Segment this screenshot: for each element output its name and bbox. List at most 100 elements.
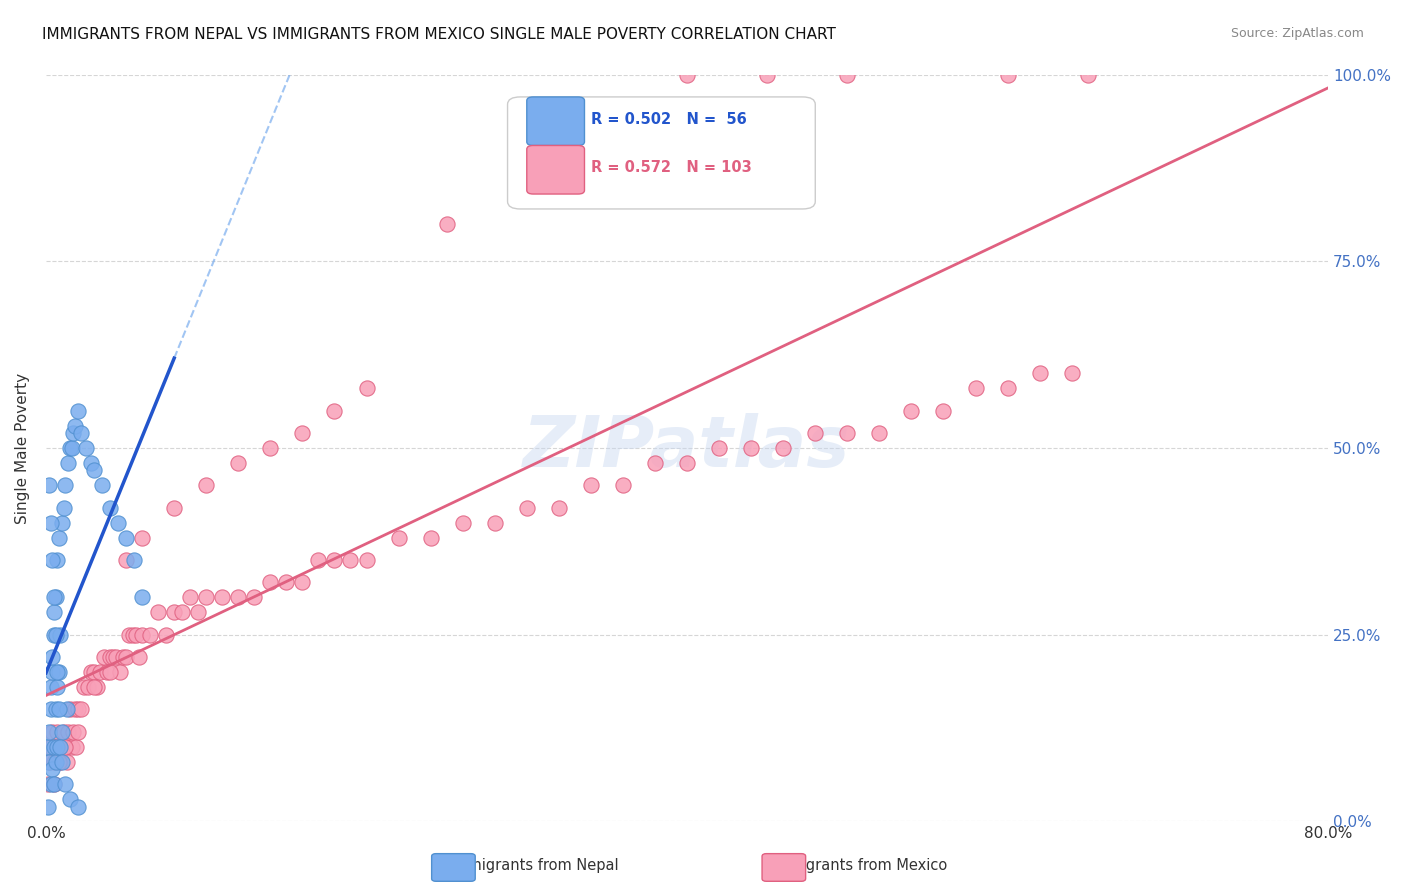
Text: ZIPatlas: ZIPatlas <box>523 414 851 483</box>
Point <box>516 179 538 194</box>
Point <box>83 463 105 477</box>
Point <box>91 478 114 492</box>
Point <box>837 68 859 82</box>
Point <box>997 68 1019 82</box>
Point <box>86 680 108 694</box>
Point <box>42 605 65 619</box>
Point <box>676 456 699 470</box>
Point <box>42 628 65 642</box>
Point <box>96 665 118 679</box>
Point <box>1028 366 1050 380</box>
Point <box>45 739 67 754</box>
Point <box>356 553 378 567</box>
Point <box>59 441 82 455</box>
Point <box>37 777 59 791</box>
Point <box>547 500 569 515</box>
Point <box>516 500 538 515</box>
Point <box>1077 68 1099 82</box>
Point <box>932 403 955 417</box>
Point <box>38 478 60 492</box>
Point <box>139 628 162 642</box>
Point <box>45 591 67 605</box>
Point <box>98 665 121 679</box>
Point <box>37 799 59 814</box>
Point <box>52 724 75 739</box>
Point <box>131 628 153 642</box>
Point <box>579 478 602 492</box>
Point <box>39 516 62 530</box>
Point <box>65 739 87 754</box>
Point <box>48 665 70 679</box>
Point <box>66 799 89 814</box>
Point <box>259 575 281 590</box>
Point <box>707 441 730 455</box>
Point <box>38 755 60 769</box>
Point <box>41 762 63 776</box>
Point <box>42 755 65 769</box>
Point <box>53 739 76 754</box>
Point <box>121 628 143 642</box>
Point <box>60 441 83 455</box>
Point <box>46 724 69 739</box>
Point <box>46 665 69 679</box>
Text: R = 0.572   N = 103: R = 0.572 N = 103 <box>591 161 752 176</box>
Point <box>42 777 65 791</box>
Point <box>41 650 63 665</box>
Point <box>51 755 73 769</box>
Point <box>60 739 83 754</box>
Point <box>63 702 86 716</box>
Point <box>45 702 67 716</box>
Point <box>226 456 249 470</box>
Point <box>46 680 69 694</box>
Y-axis label: Single Male Poverty: Single Male Poverty <box>15 373 30 524</box>
Point <box>41 724 63 739</box>
Point <box>56 755 79 769</box>
Point <box>48 755 70 769</box>
Point <box>98 650 121 665</box>
Point <box>107 516 129 530</box>
Point <box>226 591 249 605</box>
Point <box>42 739 65 754</box>
FancyBboxPatch shape <box>508 97 815 209</box>
Point <box>76 680 98 694</box>
Point <box>997 381 1019 395</box>
Point <box>387 531 409 545</box>
Point <box>45 628 67 642</box>
Text: Immigrants from Nepal: Immigrants from Nepal <box>450 858 619 872</box>
Point <box>868 425 890 440</box>
Point <box>756 68 779 82</box>
Text: R = 0.502   N =  56: R = 0.502 N = 56 <box>591 112 747 127</box>
Point <box>965 381 987 395</box>
Point <box>155 628 177 642</box>
Point <box>740 441 762 455</box>
Point <box>276 575 298 590</box>
Point <box>53 478 76 492</box>
Point <box>837 425 859 440</box>
Point <box>172 605 194 619</box>
Point <box>772 441 794 455</box>
Point <box>1060 366 1083 380</box>
Point <box>49 739 72 754</box>
Point <box>66 702 89 716</box>
Point <box>73 680 96 694</box>
Point <box>291 425 314 440</box>
Text: IMMIGRANTS FROM NEPAL VS IMMIGRANTS FROM MEXICO SINGLE MALE POVERTY CORRELATION : IMMIGRANTS FROM NEPAL VS IMMIGRANTS FROM… <box>42 27 837 42</box>
Point <box>56 702 79 716</box>
Point <box>146 605 169 619</box>
Point <box>128 650 150 665</box>
Point <box>75 441 97 455</box>
Point <box>111 650 134 665</box>
Point <box>58 724 80 739</box>
Point <box>122 553 145 567</box>
Point <box>115 650 138 665</box>
Point <box>83 680 105 694</box>
Point <box>436 217 458 231</box>
Point <box>307 553 329 567</box>
Point <box>48 702 70 716</box>
Point <box>46 553 69 567</box>
Point <box>49 628 72 642</box>
Point <box>42 591 65 605</box>
Point <box>39 777 62 791</box>
Point <box>103 650 125 665</box>
Point <box>58 456 80 470</box>
